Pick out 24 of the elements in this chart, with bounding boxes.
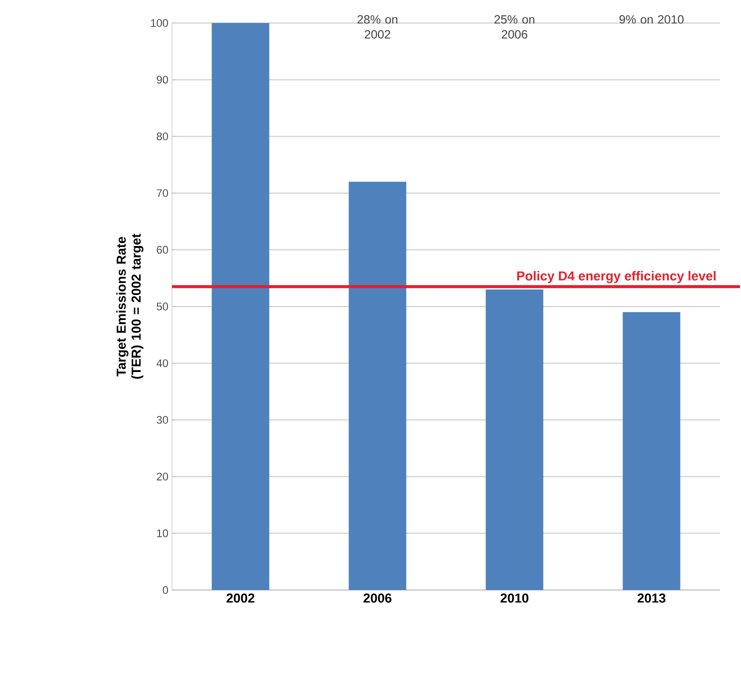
- bar: [622, 312, 680, 590]
- annotation: 28% on 2002: [357, 15, 398, 39]
- y-axis-title: Target Emissions Rate (TER) 100 = 2002 target: [116, 234, 144, 379]
- x-tick-label: 2013: [638, 594, 666, 603]
- y-tick-label: 30: [156, 416, 168, 424]
- bar: [486, 289, 544, 590]
- ref-line-label: Policy D4 energy efficiency level: [517, 270, 716, 284]
- y-tick-label: 0: [162, 586, 168, 594]
- annotation: 9% on 2010: [620, 15, 684, 24]
- x-tick-label: 2006: [364, 594, 392, 603]
- y-tick-label: 70: [156, 189, 168, 197]
- y-tick-label: 20: [156, 472, 168, 480]
- y-tick-label: 50: [156, 302, 168, 310]
- y-tick-label: 80: [156, 132, 168, 140]
- annotation: 25% on 2006: [494, 15, 534, 39]
- y-tick-label: 10: [157, 529, 168, 538]
- y-tick-label: 100: [151, 19, 168, 27]
- y-tick-label: 90: [156, 76, 168, 84]
- y-tick-label: 60: [156, 246, 168, 254]
- x-tick-label: 2010: [500, 594, 528, 603]
- bar: [348, 182, 406, 590]
- bar: [212, 22, 270, 590]
- y-tick-label: 40: [156, 359, 168, 368]
- x-tick-label: 2002: [226, 594, 254, 603]
